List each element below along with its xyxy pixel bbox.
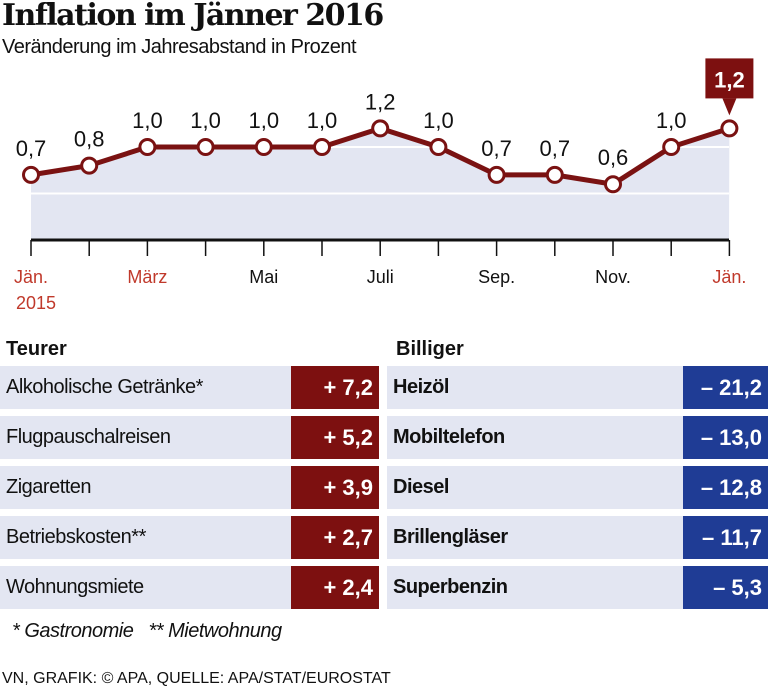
- teurer-header: Teurer: [6, 338, 67, 360]
- data-point: [254, 138, 273, 156]
- highlight-pointer: [722, 98, 737, 116]
- data-point: [138, 138, 157, 156]
- data-label: 1,0: [307, 108, 338, 133]
- teurer-row: Flugpauschalreisen: [0, 416, 291, 459]
- item-label: Zigaretten: [6, 476, 92, 498]
- data-label: 1,0: [656, 108, 687, 133]
- billiger-value: – 13,0: [683, 416, 768, 459]
- item-label: Brillengläser: [393, 526, 508, 548]
- teurer-value: + 5,2: [291, 416, 379, 459]
- x-tick-label: Jän.: [712, 267, 746, 287]
- data-label: 1,0: [132, 108, 163, 133]
- item-label: Heizöl: [393, 376, 449, 398]
- teurer-value: + 2,7: [291, 516, 379, 559]
- item-label: Flugpauschalreisen: [6, 426, 171, 448]
- data-point: [429, 138, 448, 156]
- x-tick-label: Sep.: [478, 267, 515, 287]
- data-label: 1,0: [249, 108, 280, 133]
- source: VN, GRAFIK: © APA, QUELLE: APA/STAT/EURO…: [2, 670, 391, 687]
- area-fill: [31, 128, 730, 240]
- data-point: [80, 156, 99, 175]
- item-label: Betriebskosten**: [6, 526, 146, 548]
- x-tick-label: Mai: [249, 267, 278, 287]
- footnote: * Gastronomie ** Mietwohnung: [12, 620, 282, 642]
- teurer-value: + 2,4: [291, 566, 379, 609]
- data-label: 0,7: [481, 136, 512, 161]
- data-label: 1,2: [714, 67, 745, 92]
- data-label: 1,0: [423, 108, 454, 133]
- chart-subtitle: Veränderung im Jahresabstand in Prozent: [2, 36, 357, 58]
- billiger-row: Diesel: [387, 466, 683, 509]
- billiger-row: Superbenzin: [387, 566, 683, 609]
- teurer-row: Wohnungsmiete: [0, 566, 291, 609]
- chart-title: Inflation im Jänner 2016: [2, 0, 384, 33]
- line-chart: 0,7 0,8 1,0 1,0 1,0 1,0 1,2 1,0 0,7 0,7 0,6 1,0 1,2 J…: [14, 58, 754, 313]
- billiger-row: Brillengläser: [387, 516, 683, 559]
- data-label: 1,2: [365, 89, 396, 114]
- data-point: [371, 119, 390, 138]
- data-point: [604, 175, 622, 194]
- data-point: [662, 138, 681, 156]
- item-label: Mobiltelefon: [393, 426, 505, 448]
- billiger-value: – 11,7: [683, 516, 768, 559]
- data-label: 0,7: [540, 136, 571, 161]
- x-tick-label: Juli: [367, 267, 394, 287]
- data-point: [487, 165, 506, 184]
- teurer-value: + 3,9: [291, 466, 379, 509]
- teurer-value: + 7,2: [291, 366, 379, 409]
- data-point: [545, 165, 564, 184]
- x-tick-label: Nov.: [595, 267, 631, 287]
- billiger-row: Heizöl: [387, 366, 683, 409]
- billiger-row: Mobiltelefon: [387, 416, 683, 459]
- billiger-value: – 5,3: [683, 566, 768, 609]
- x-tick-label: Jän.: [14, 267, 48, 287]
- item-label: Alkoholische Getränke*: [6, 376, 203, 398]
- data-point: [313, 138, 331, 156]
- item-label: Superbenzin: [393, 576, 508, 598]
- teurer-row: Betriebskosten**: [0, 516, 291, 559]
- billiger-value: – 12,8: [683, 466, 768, 509]
- billiger-value: – 21,2: [683, 366, 768, 409]
- highlight-box: [705, 58, 754, 99]
- item-label: Wohnungsmiete: [6, 576, 144, 598]
- billiger-header: Billiger: [396, 338, 464, 360]
- teurer-row: Alkoholische Getränke*: [0, 366, 291, 409]
- data-label: 0,7: [16, 136, 47, 161]
- data-label: 0,6: [598, 145, 629, 170]
- data-point: [196, 138, 215, 156]
- x-tick-label-year: 2015: [16, 293, 56, 313]
- data-point: [22, 165, 40, 184]
- data-point: [720, 119, 739, 138]
- item-label: Diesel: [393, 476, 449, 498]
- x-tick-label: März: [127, 267, 167, 287]
- teurer-row: Zigaretten: [0, 466, 291, 509]
- data-label: 0,8: [74, 127, 105, 152]
- data-label: 1,0: [190, 108, 221, 133]
